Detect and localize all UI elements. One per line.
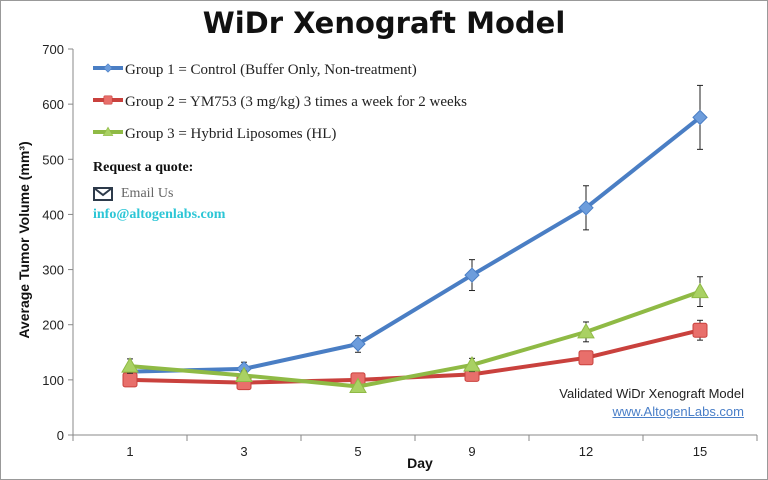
data-point	[235, 366, 253, 382]
series-group-3	[121, 276, 709, 393]
y-tick-label: 100	[42, 373, 64, 388]
email-us-link[interactable]: Email Us	[93, 186, 174, 202]
legend-symbol	[103, 62, 113, 73]
x-tick-label: 1	[126, 444, 133, 459]
data-point	[121, 357, 139, 373]
legend-marker	[93, 126, 123, 136]
y-tick-label: 0	[57, 428, 64, 443]
request-quote-label: Request a quote:	[93, 160, 194, 175]
data-point	[692, 109, 708, 126]
legend-label: Group 1 = Control (Buffer Only, Non-trea…	[125, 61, 417, 78]
legend-swatch-group1	[92, 61, 125, 80]
legend-item-group1: Group 1 = Control (Buffer Only, Non-trea…	[92, 54, 467, 86]
data-point	[463, 355, 481, 372]
series-line	[129, 289, 701, 389]
y-tick-label: 300	[42, 263, 64, 278]
series-group-2	[122, 319, 708, 391]
x-tick-label: 12	[579, 444, 593, 459]
legend-label: Group 2 = YM753 (3 mg/kg) 3 times a week…	[125, 93, 468, 110]
validated-model-note: Validated WiDr Xenograft Model	[559, 386, 744, 401]
y-tick-label: 400	[42, 207, 64, 222]
envelope-icon	[93, 187, 113, 201]
data-point	[577, 322, 595, 339]
y-tick-label: 500	[42, 152, 64, 167]
x-tick-label: 9	[468, 444, 475, 459]
data-point	[350, 336, 366, 352]
legend-symbol	[102, 126, 114, 136]
data-point	[578, 350, 594, 366]
series-line	[129, 115, 702, 374]
y-axis-label: Average Tumor Volume (mm³)	[16, 141, 32, 339]
legend-label: Group 3 = Hybrid Liposomes (HL)	[125, 125, 337, 142]
x-tick-label: 5	[354, 444, 361, 459]
data-point	[464, 267, 480, 283]
x-tick-label: 15	[693, 444, 707, 459]
legend-symbol	[103, 94, 113, 105]
x-tick-label: 3	[240, 444, 247, 459]
y-tick-label: 600	[42, 97, 64, 112]
website-link[interactable]: www.AltogenLabs.com	[612, 404, 744, 419]
legend-swatch-group2	[92, 93, 125, 112]
legend-marker	[93, 62, 123, 73]
chart-title: WiDr Xenograft Model	[202, 6, 566, 40]
legend-marker	[93, 94, 123, 105]
legend: Group 1 = Control (Buffer Only, Non-trea…	[92, 54, 467, 150]
y-tick-label: 700	[42, 42, 64, 57]
email-us-label: Email Us	[121, 186, 174, 201]
email-address-link[interactable]: info@altogenlabs.com	[93, 207, 226, 222]
legend-swatch-group3	[92, 125, 125, 144]
legend-item-group2: Group 2 = YM753 (3 mg/kg) 3 times a week…	[92, 86, 467, 118]
data-point	[691, 282, 709, 299]
data-point	[122, 372, 138, 388]
legend-item-group3: Group 3 = Hybrid Liposomes (HL)	[92, 118, 467, 150]
x-axis-label: Day	[407, 455, 433, 471]
data-point	[349, 377, 367, 393]
y-tick-label: 200	[42, 318, 64, 333]
data-point	[578, 200, 594, 216]
data-point	[692, 322, 708, 338]
